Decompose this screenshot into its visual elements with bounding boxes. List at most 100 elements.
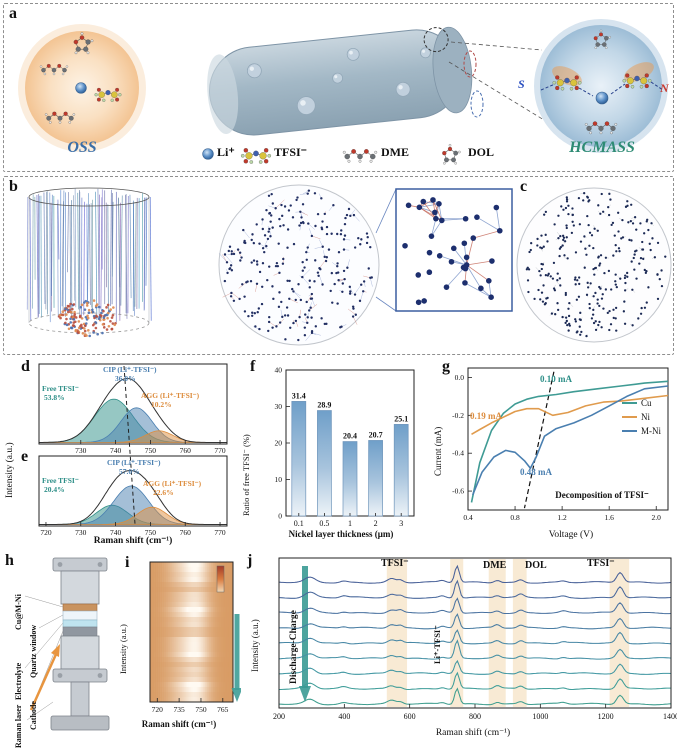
svg-text:730: 730	[75, 446, 87, 455]
svg-text:-0.2: -0.2	[452, 411, 464, 420]
sulfur-site-label: S	[518, 77, 525, 91]
svg-text:1.6: 1.6	[604, 513, 614, 522]
panel-b-letter: b	[9, 178, 18, 195]
panel-j-letter: j	[247, 552, 253, 569]
svg-text:720: 720	[40, 528, 52, 537]
svg-text:0: 0	[278, 512, 282, 521]
panel-j: 200 400 600 800 1000 1200 1400 j Intensity (a.…	[243, 552, 677, 748]
svg-text:1: 1	[348, 519, 352, 528]
svg-text:3: 3	[399, 519, 403, 528]
e-agg-pct: 22.6%	[153, 488, 174, 497]
g-annotation-mni-current: 0.48 mA	[520, 467, 552, 477]
g-x-axis-label: Voltage (V)	[548, 530, 594, 540]
de-y-axis-label: Intensity (a.u.)	[5, 442, 15, 498]
oss-label: OSS	[67, 139, 97, 156]
g-legend-cu-label: Cu	[641, 398, 652, 408]
j-y-axis-label: Intensity (a.u.)	[250, 619, 260, 672]
svg-text:770: 770	[214, 446, 226, 455]
svg-text:-0.6: -0.6	[452, 487, 464, 496]
j-annotation-tfsi-2: TFSI⁻	[587, 558, 615, 569]
g-legend-cu-line	[622, 401, 637, 405]
operando-raman-spectra-chart: 200 400 600 800 1000 1200 1400	[273, 557, 677, 721]
panel-a: a OSS HCMASS S N Li⁺ TFSI⁻ DME DOL	[3, 3, 674, 172]
d-free-pct: 53.8%	[44, 393, 65, 402]
svg-text:740: 740	[110, 446, 122, 455]
svg-text:0.0: 0.0	[455, 373, 465, 382]
h-label-cathode: Cathode	[29, 701, 38, 730]
g-legend-cu: Cu	[622, 398, 652, 408]
svg-text:20.7: 20.7	[369, 430, 383, 439]
svg-text:750: 750	[195, 705, 207, 714]
hcmass-label: HCMASS	[569, 139, 635, 156]
h-label-cu-mni: Cu@M-Ni	[14, 594, 23, 630]
svg-text:765: 765	[217, 705, 229, 714]
svg-text:10: 10	[275, 475, 283, 484]
j-annotation-li-tfsi: Li⁺-TFSI⁻	[432, 625, 442, 664]
panel-e-letter: e	[21, 448, 29, 465]
panel-a-letter: a	[9, 5, 17, 22]
svg-text:40: 40	[275, 366, 283, 375]
e-agg-label: AGG (Li⁺-TFSI⁻)	[143, 479, 202, 488]
panel-h: h Cu@M-Ni Quartz window Electrolyte Cath…	[3, 552, 115, 748]
svg-text:0.5: 0.5	[319, 519, 329, 528]
h-label-raman-laser: Raman laser	[14, 704, 23, 748]
g-annotation-decomposition: Decomposition of TFSI⁻	[555, 490, 649, 500]
legend-tfsi-label: TFSI⁻	[274, 145, 308, 159]
svg-text:730: 730	[75, 528, 87, 537]
raman-deconvolution-charts: 730 740 750 760 770 720 730 740 750 760 770	[38, 363, 228, 537]
f-x-axis-label: Nickel layer thickness (μm)	[288, 529, 394, 539]
g-legend-ni-line	[622, 415, 637, 419]
svg-text:1200: 1200	[598, 712, 614, 721]
svg-text:735: 735	[173, 705, 185, 714]
svg-text:760: 760	[180, 528, 192, 537]
svg-text:20: 20	[275, 439, 283, 448]
e-free-label: Free TFSI⁻	[42, 476, 79, 485]
nitrogen-site-label: N	[660, 81, 669, 95]
panel-g: 0.4 0.8 1.2 1.6 2.0 0.0 -0.2 -0.4 -0.6 g Current…	[426, 358, 677, 550]
g-legend-mni-line	[622, 429, 637, 433]
svg-text:760: 760	[180, 446, 192, 455]
dme-molecule-icon	[39, 63, 69, 76]
panel-f: 0 10 20 30 40 31.4 0.1 28.9 0.5 20.4 1 20.7 2 25.1 3 f…	[236, 358, 424, 550]
j-annotation-dol: DOL	[525, 560, 547, 571]
dol-molecule-icon	[73, 32, 94, 55]
gradient-defs	[0, 0, 2, 2]
g-legend-ni-label: Ni	[641, 412, 650, 422]
svg-text:1.2: 1.2	[557, 513, 567, 522]
svg-text:1000: 1000	[532, 712, 548, 721]
dol-molecule-icon	[442, 143, 461, 165]
dme-molecule-icon	[44, 111, 76, 124]
e-free-pct: 20.4%	[44, 485, 65, 494]
j-x-axis-label: Raman shift (cm⁻¹)	[435, 728, 511, 738]
li-molecule-icon	[202, 148, 214, 160]
svg-text:770: 770	[214, 528, 226, 537]
operando-raman-heatmap: 720 735 750 765	[149, 561, 241, 714]
de-x-axis-label: Raman shift (cm⁻¹)	[93, 536, 173, 546]
i-x-axis-label: Raman shift (cm⁻¹)	[141, 719, 217, 729]
free-tfsi-bar-chart: 0 10 20 30 40 31.4 0.1 28.9 0.5 20.4 1 20.7 2 25.1 3	[275, 366, 415, 528]
panel-h-letter: h	[5, 552, 14, 569]
svg-text:2: 2	[374, 519, 378, 528]
separator-cylinder	[207, 26, 473, 136]
panel-a-graphic	[18, 19, 668, 165]
tfsi-molecule-icon	[552, 75, 582, 91]
svg-text:600: 600	[404, 712, 416, 721]
svg-text:30: 30	[275, 402, 283, 411]
j-annotation-dme: DME	[483, 560, 507, 571]
svg-text:25.1: 25.1	[394, 414, 408, 423]
g-annotation-ni-current: 0.19 mA	[470, 411, 502, 421]
svg-text:0.1: 0.1	[294, 519, 304, 528]
svg-text:0.8: 0.8	[510, 513, 520, 522]
i-y-axis-label: Intensity (a.u.)	[118, 624, 128, 674]
j-annotation-tfsi-1: TFSI⁻	[381, 558, 409, 569]
dme-molecule-icon	[342, 149, 378, 163]
g-legend-ni: Ni	[622, 412, 650, 422]
g-y-axis-label: Current (mA)	[433, 426, 443, 476]
tfsi-molecule-icon	[240, 148, 272, 164]
svg-text:2.0: 2.0	[652, 513, 662, 522]
h-label-electrolyte: Electrolyte	[14, 662, 23, 700]
g-legend-mni-label: M-Ni	[641, 426, 661, 436]
legend-dme-label: DME	[381, 145, 409, 159]
panel-f-letter: f	[250, 358, 256, 375]
panel-b-graphic	[26, 184, 672, 346]
